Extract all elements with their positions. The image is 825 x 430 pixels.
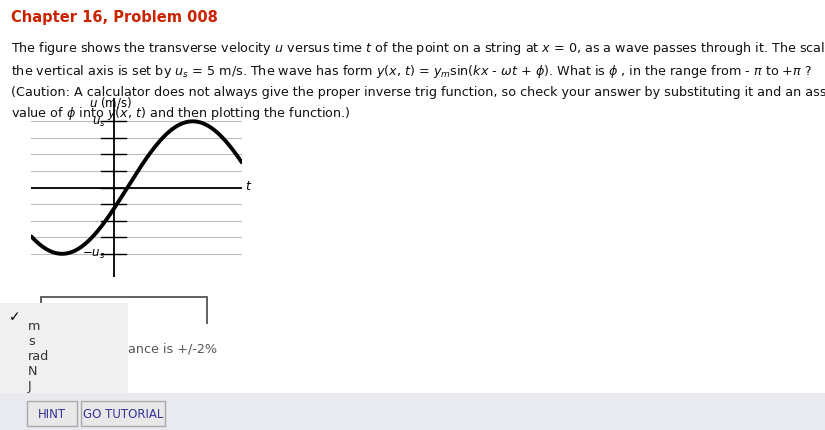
Text: ance is +/-2%: ance is +/-2% [128,341,217,354]
Text: HINT: HINT [38,407,66,420]
Text: The figure shows the transverse velocity $u$ versus time $t$ of the point on a s: The figure shows the transverse velocity… [11,40,825,122]
FancyBboxPatch shape [81,401,165,426]
FancyBboxPatch shape [40,297,206,328]
Text: GO TUTORIAL: GO TUTORIAL [82,407,163,420]
Text: ✓: ✓ [9,310,21,323]
FancyBboxPatch shape [27,401,77,426]
Text: $u_s$: $u_s$ [92,116,106,129]
Text: rad: rad [28,349,50,362]
Text: $t$: $t$ [245,180,252,193]
Text: $\varphi$ =: $\varphi$ = [14,303,45,321]
Text: $-u_s$: $-u_s$ [82,248,106,261]
Text: J: J [28,379,32,392]
Text: N: N [28,364,38,377]
Text: $u$ (m/s): $u$ (m/s) [88,95,131,110]
Text: s: s [28,334,35,347]
Text: Chapter 16, Problem 008: Chapter 16, Problem 008 [11,10,218,25]
Text: m: m [28,319,40,332]
